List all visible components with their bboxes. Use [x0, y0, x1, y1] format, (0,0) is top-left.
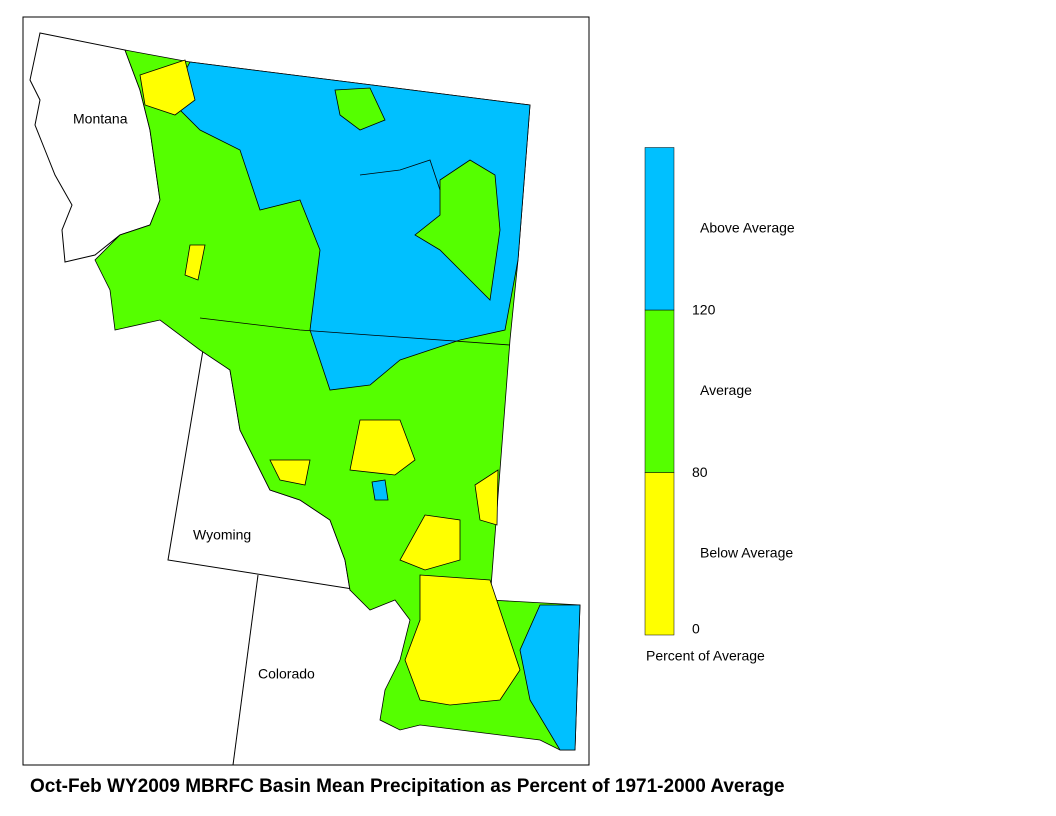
legend: Percent of Average Below Average Average A… — [644, 147, 795, 664]
colorado-outline — [232, 574, 259, 766]
basin-boundary — [359, 159, 441, 191]
legend-label: Average — [700, 382, 752, 398]
legend-threshold: 80 — [692, 464, 708, 480]
basin-region — [139, 59, 196, 116]
basin-region — [414, 159, 501, 301]
basin-region — [474, 469, 499, 526]
legend-label: Above Average — [700, 219, 795, 235]
legend-swatch — [644, 472, 675, 636]
basin-region — [399, 514, 461, 571]
legend-threshold: 120 — [692, 302, 716, 318]
basin-region — [269, 459, 311, 486]
basin-region — [519, 604, 581, 751]
legend-swatch — [644, 147, 675, 311]
legend-label: Below Average — [700, 544, 793, 560]
map-title: Oct-Feb WY2009 MBRFC Basin Mean Precipit… — [30, 776, 785, 797]
legend-swatch — [644, 309, 675, 473]
basin-region — [184, 244, 206, 281]
state-label: Montana — [73, 111, 128, 127]
legend-title: Percent of Average — [646, 648, 765, 664]
basin-boundary — [199, 317, 511, 346]
basin-region — [169, 61, 531, 391]
basin-region — [349, 419, 416, 476]
legend-threshold: 0 — [692, 621, 700, 637]
basin-region — [371, 479, 389, 501]
basin-region — [334, 87, 386, 131]
state-label: Wyoming — [193, 527, 251, 543]
state-label: Colorado — [258, 666, 315, 682]
basin-region — [404, 574, 521, 706]
